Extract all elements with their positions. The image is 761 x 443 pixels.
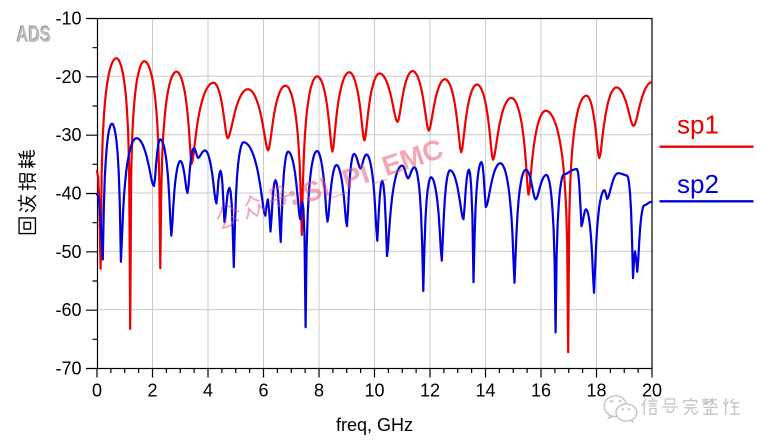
svg-text:-60: -60 — [55, 300, 81, 320]
svg-text:ADS: ADS — [16, 22, 50, 47]
svg-text:2: 2 — [147, 381, 157, 401]
svg-text:-10: -10 — [55, 9, 81, 29]
svg-text:4: 4 — [203, 381, 213, 401]
svg-text:ADS: ADS — [17, 22, 51, 47]
svg-text:-30: -30 — [55, 125, 81, 145]
svg-text:ADS: ADS — [17, 23, 51, 48]
svg-text:-20: -20 — [55, 67, 81, 87]
svg-text:14: 14 — [475, 381, 495, 401]
svg-text:sp1: sp1 — [677, 110, 719, 140]
svg-text:-40: -40 — [55, 184, 81, 204]
svg-text:freq, GHz: freq, GHz — [336, 415, 413, 435]
svg-text:16: 16 — [531, 381, 551, 401]
svg-text:0: 0 — [92, 381, 102, 401]
svg-text:10: 10 — [364, 381, 384, 401]
svg-text:8: 8 — [314, 381, 324, 401]
svg-text:20: 20 — [642, 381, 662, 401]
svg-text:-50: -50 — [55, 242, 81, 262]
svg-text:-70: -70 — [55, 359, 81, 379]
svg-text:12: 12 — [420, 381, 440, 401]
svg-text:sp2: sp2 — [677, 169, 719, 199]
svg-text:6: 6 — [258, 381, 268, 401]
svg-text:18: 18 — [586, 381, 606, 401]
